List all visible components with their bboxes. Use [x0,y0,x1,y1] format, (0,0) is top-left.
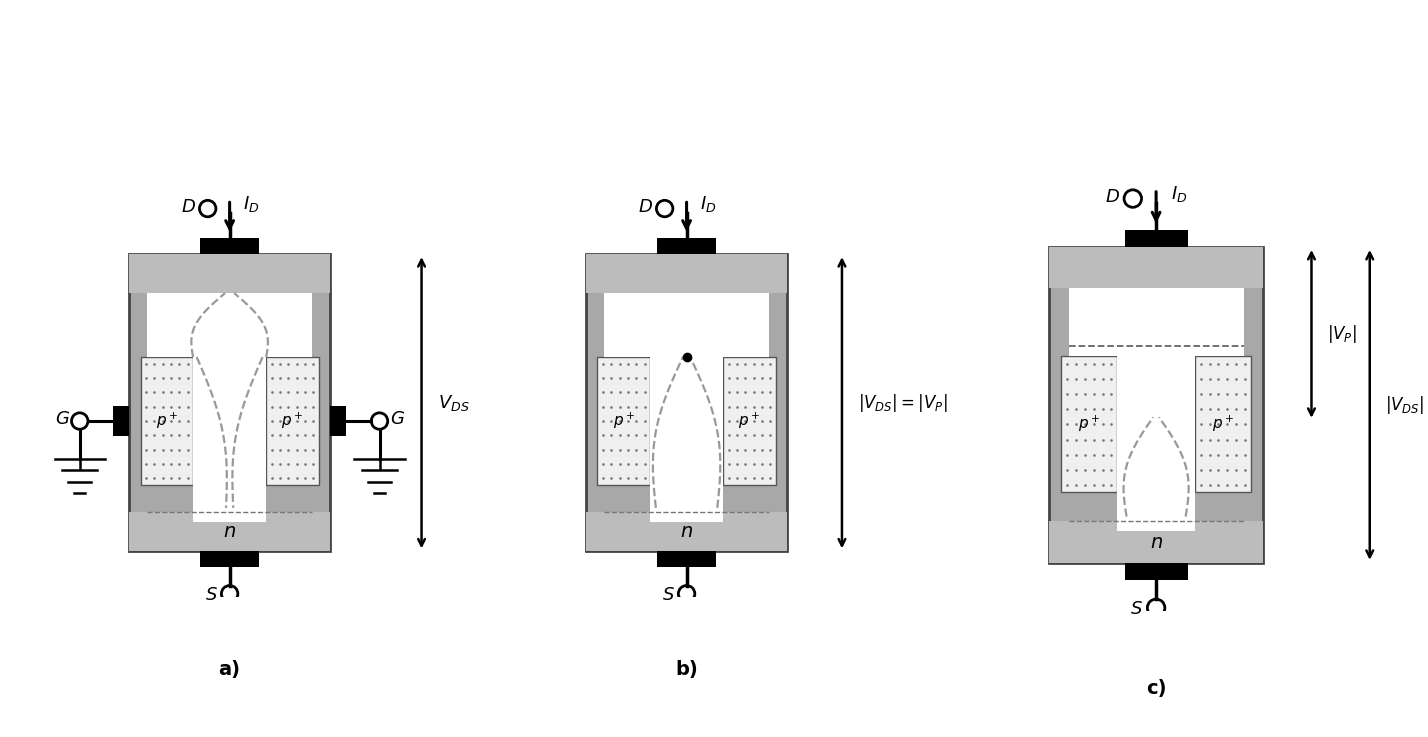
Text: $I_D$: $I_D$ [1171,184,1187,203]
Bar [113,406,129,436]
Bar [723,357,775,485]
Bar [147,293,311,357]
Bar [657,551,717,567]
Text: $p^+$: $p^+$ [613,411,635,431]
Text: a): a) [218,660,241,679]
Bar [193,508,266,522]
Bar [1050,247,1262,288]
Text: $|V_P|$: $|V_P|$ [1327,323,1357,345]
Text: $V_{DS}$: $V_{DS}$ [437,393,470,413]
Text: $p^+$: $p^+$ [156,411,178,431]
Text: b): b) [675,660,698,679]
Text: $n$: $n$ [1150,533,1162,551]
Bar [597,357,650,485]
Text: $D$: $D$ [638,198,653,216]
Text: $I_D$: $I_D$ [243,194,260,214]
Bar [657,238,717,254]
Bar [1195,357,1251,492]
Bar [585,512,787,551]
Text: $p^+$: $p^+$ [1078,414,1101,435]
Text: $p^+$: $p^+$ [738,411,761,431]
Bar [585,254,787,293]
Text: $|V_{DS}|=|V_P|$: $|V_{DS}|=|V_P|$ [858,392,948,413]
Text: $S$: $S$ [1130,601,1144,618]
Bar [1068,288,1244,357]
Bar [1117,357,1195,526]
Bar [604,293,768,357]
Bar [650,357,723,517]
Bar [200,238,260,254]
Bar [1050,522,1262,563]
Text: $S$: $S$ [204,586,218,604]
Bar [1050,247,1262,563]
Text: $G$: $G$ [390,411,406,428]
Bar [330,406,346,436]
Bar [650,508,723,522]
Bar [200,551,260,567]
Bar [140,357,193,485]
Text: $n$: $n$ [223,523,236,542]
Bar [129,512,330,551]
Text: $I_D$: $I_D$ [700,194,717,214]
Text: $|V_{DS}|$: $|V_{DS}|$ [1385,394,1425,416]
Bar [129,254,330,551]
Text: $p^+$: $p^+$ [281,411,304,431]
Bar [129,254,330,293]
Text: $p^+$: $p^+$ [1212,414,1234,435]
Text: $D$: $D$ [181,198,196,216]
Text: $D$: $D$ [1105,188,1120,206]
Bar [1061,357,1117,492]
Text: $S$: $S$ [661,586,675,604]
Text: $n$: $n$ [680,523,693,542]
Text: c): c) [1145,679,1167,698]
Text: $G$: $G$ [54,411,70,428]
Bar [1117,517,1195,531]
Bar [266,357,318,485]
Bar [585,254,787,551]
Bar [1125,563,1188,580]
Bar [193,357,266,517]
Bar [1125,230,1188,247]
